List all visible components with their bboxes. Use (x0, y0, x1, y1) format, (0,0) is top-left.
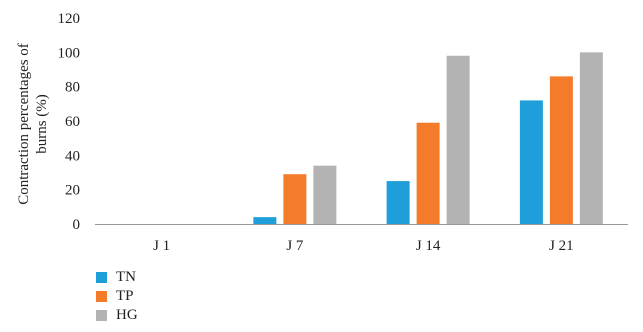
bar-tn-3 (519, 100, 543, 224)
bar-hg-2 (446, 55, 470, 225)
y-tick-label: 120 (58, 11, 81, 27)
x-tick-label: J 14 (416, 238, 441, 254)
x-tick-label: J 21 (549, 238, 574, 254)
legend-swatch-tp (96, 291, 107, 302)
y-tick-label: 80 (65, 80, 80, 96)
bar-tp-2 (416, 122, 440, 224)
bar-tp-1 (283, 174, 307, 224)
legend-item-tn: TN (96, 268, 138, 287)
y-axis-label-line-2: burns (%) (34, 94, 50, 154)
bar-hg-1 (313, 165, 337, 224)
legend-label-hg: HG (116, 307, 138, 323)
y-tick-label: 0 (73, 217, 81, 233)
legend-item-hg: HG (96, 306, 138, 325)
x-tick-label: J 7 (286, 238, 304, 254)
legend-label-tp: TP (116, 288, 134, 304)
y-tick-label: 20 (65, 183, 80, 199)
legend-swatch-tn (96, 272, 107, 283)
y-tick-label: 100 (58, 45, 81, 61)
bar-tn-2 (386, 181, 410, 224)
y-axis-label-line-1: Contraction percentages of (16, 43, 32, 205)
y-axis-label: Contraction percentages of burns (%) (16, 43, 50, 205)
y-tick-label: 60 (65, 114, 80, 130)
y-axis-ticks: 0 20 40 60 80 100 120 (58, 11, 81, 233)
legend: TN TP HG (96, 268, 138, 325)
legend-item-tp: TP (96, 287, 138, 306)
y-tick-label: 40 (65, 148, 80, 164)
x-axis-ticks: J 1 J 7 J 14 J 21 (153, 238, 574, 254)
bar-hg-3 (579, 52, 603, 225)
bar-tp-3 (549, 76, 573, 224)
legend-swatch-hg (96, 310, 107, 321)
bars (253, 52, 603, 225)
legend-label-tn: TN (116, 269, 136, 285)
bar-tn-1 (253, 217, 277, 224)
x-tick-label: J 1 (153, 238, 170, 254)
